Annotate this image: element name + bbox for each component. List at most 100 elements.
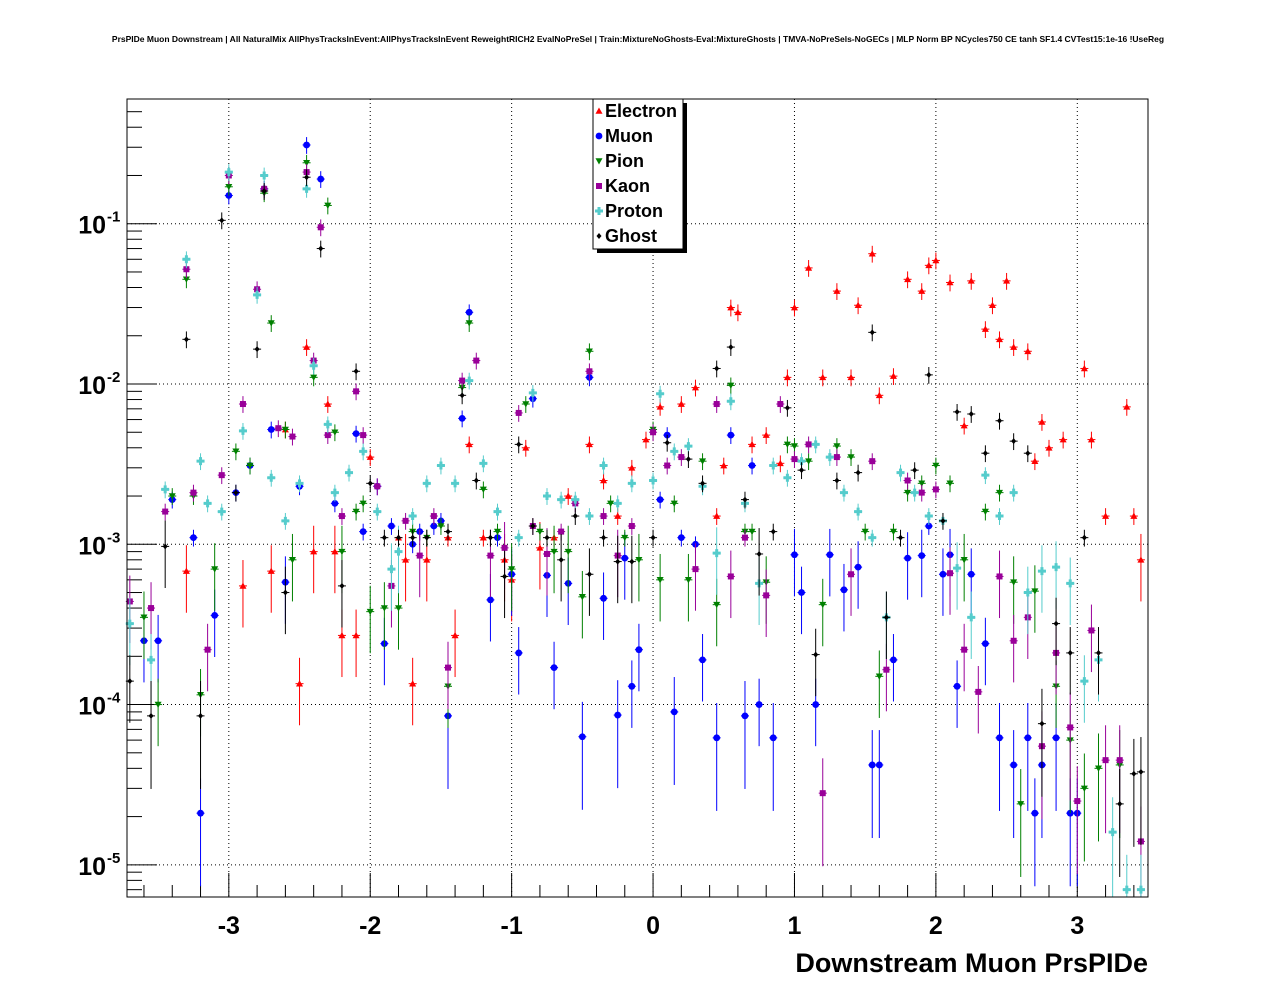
- electron-marker: [600, 476, 608, 484]
- kaon-marker: [975, 688, 982, 695]
- electron-marker: [981, 325, 989, 332]
- ghost-marker: [650, 534, 656, 541]
- ghost-marker: [396, 534, 402, 541]
- pion-marker: [310, 374, 318, 381]
- pion-marker: [875, 673, 883, 680]
- pion-marker: [479, 486, 487, 493]
- muon-marker: [791, 551, 798, 559]
- proton-marker: [224, 168, 233, 177]
- pion-marker: [536, 528, 544, 536]
- kaon-marker: [239, 401, 246, 408]
- ghost-marker: [1067, 649, 1073, 656]
- kaon-marker: [501, 544, 508, 551]
- ghost-marker: [770, 528, 776, 535]
- ghost-marker: [544, 534, 550, 541]
- kaon-marker: [791, 456, 798, 463]
- ghost-marker: [304, 174, 310, 181]
- muon-marker: [748, 462, 756, 469]
- ghost-marker: [742, 496, 748, 503]
- proton-marker: [726, 397, 735, 406]
- muon-marker: [981, 640, 989, 648]
- ghost-marker: [700, 480, 706, 487]
- electron-marker: [854, 301, 862, 309]
- y-tick-label: 10: [78, 693, 106, 721]
- ghost-marker: [516, 441, 522, 448]
- pion-marker: [338, 548, 346, 556]
- ghost-marker: [572, 513, 578, 520]
- proton-marker: [302, 184, 311, 193]
- kaon-marker: [162, 508, 169, 515]
- proton-marker: [528, 388, 537, 397]
- pion-marker: [861, 528, 869, 536]
- pion-marker: [585, 348, 593, 355]
- muon-marker: [925, 522, 933, 530]
- pion-marker: [395, 605, 403, 612]
- pion-marker: [670, 500, 678, 507]
- electron-marker: [1038, 418, 1046, 425]
- electron-marker: [1123, 403, 1131, 410]
- pion-marker: [578, 594, 586, 601]
- kaon-marker: [204, 646, 211, 653]
- kaon-marker: [360, 432, 367, 439]
- ghost-marker: [445, 528, 451, 535]
- muon-marker: [677, 534, 685, 542]
- proton-marker: [599, 461, 608, 470]
- pion-marker: [889, 528, 897, 536]
- proton-marker: [1136, 885, 1145, 894]
- electron-marker: [790, 304, 798, 311]
- electron-marker: [642, 436, 650, 443]
- muon-marker: [755, 701, 763, 708]
- electron-marker: [833, 287, 841, 294]
- muon-marker: [352, 430, 360, 438]
- ghost-marker: [869, 329, 875, 336]
- pion-marker: [1010, 579, 1018, 586]
- ghost-marker: [997, 417, 1003, 424]
- muon-marker: [515, 649, 523, 657]
- kaon-marker: [763, 592, 770, 599]
- proton-marker: [330, 488, 339, 497]
- electron-marker: [409, 680, 417, 687]
- electron-marker: [713, 512, 721, 519]
- proton-marker: [196, 457, 205, 466]
- proton-marker: [1066, 579, 1075, 588]
- kaon-marker: [805, 441, 812, 448]
- pion-marker: [1017, 801, 1025, 808]
- electron-marker: [727, 304, 735, 311]
- kaon-marker: [430, 513, 437, 520]
- proton-marker: [910, 488, 919, 497]
- legend-entry-proton: Proton: [605, 201, 663, 221]
- legend-entry-muon: Muon: [605, 126, 653, 146]
- kaon-marker: [904, 477, 911, 484]
- kaon-marker: [148, 605, 155, 612]
- ghost-marker: [813, 651, 819, 658]
- kaon-marker: [543, 550, 550, 557]
- proton-marker: [203, 499, 212, 508]
- legend: Electron Muon Pion Kaon Proton Ghost: [592, 98, 687, 253]
- proton-marker: [295, 479, 304, 488]
- muon-marker: [550, 664, 558, 672]
- muon-marker: [359, 528, 367, 535]
- electron-marker: [1024, 347, 1032, 355]
- muon-marker: [967, 570, 975, 578]
- muon-marker: [713, 734, 721, 742]
- kaon-marker: [1116, 757, 1123, 764]
- electron-marker: [1010, 343, 1018, 350]
- muon-marker: [458, 415, 466, 422]
- pion-marker: [748, 528, 756, 536]
- kaon-marker: [190, 489, 197, 496]
- pion-marker: [232, 448, 240, 455]
- muon-marker: [953, 682, 961, 690]
- muon-marker: [670, 708, 678, 716]
- pion-marker: [847, 454, 855, 461]
- pion-marker: [303, 159, 311, 167]
- pion-marker: [168, 493, 176, 500]
- kaon-marker: [1074, 798, 1081, 805]
- muon-marker: [621, 554, 629, 562]
- proton-marker: [967, 613, 976, 622]
- ghost-marker: [254, 346, 260, 353]
- kaon-marker: [918, 489, 925, 496]
- muon-marker: [487, 596, 494, 604]
- muon-marker: [154, 637, 162, 645]
- ghost-marker: [198, 712, 204, 719]
- proton-marker: [394, 547, 403, 556]
